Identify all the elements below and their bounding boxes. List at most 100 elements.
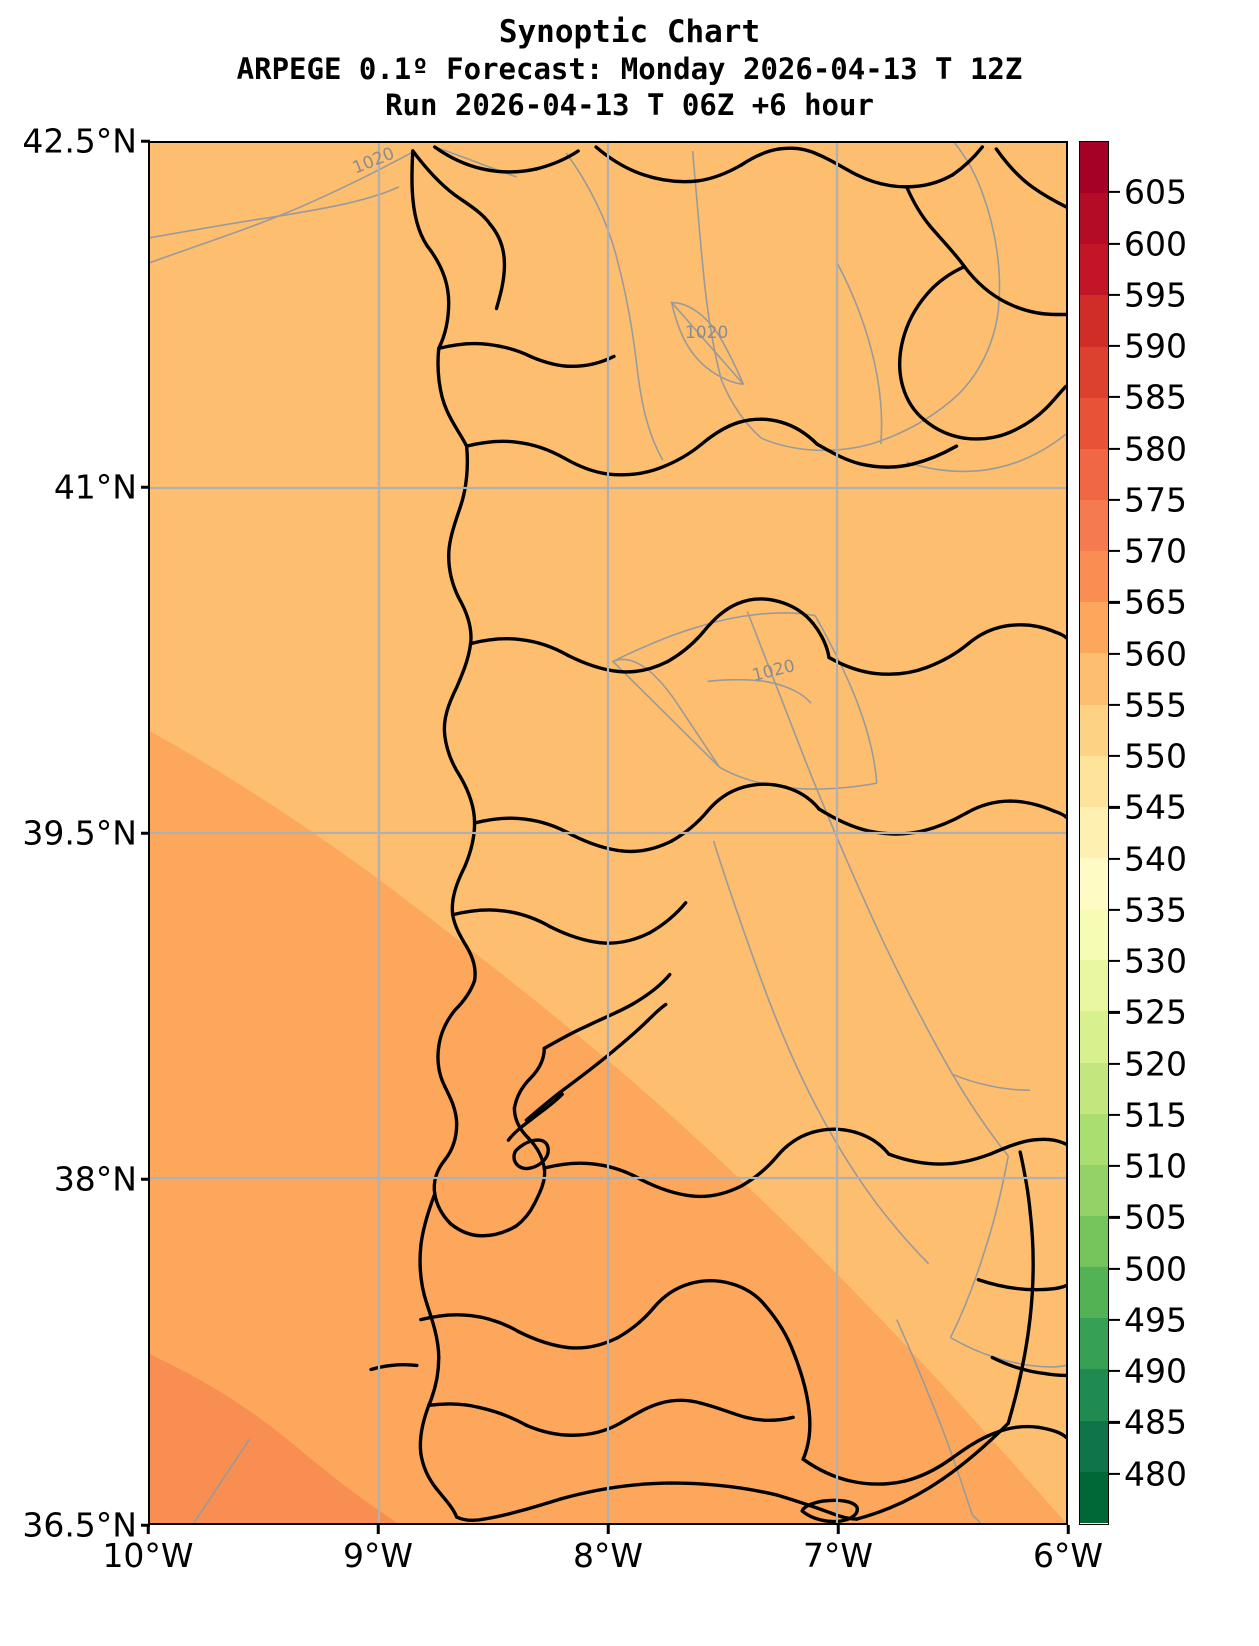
colorbar-tick-mark xyxy=(1109,344,1120,348)
y-axis-label-36-5N: 36.5°N xyxy=(22,1505,137,1545)
colorbar-band xyxy=(1080,755,1108,808)
colorbar-tick-mark xyxy=(1109,191,1120,194)
colorbar-band xyxy=(1080,1318,1108,1371)
colorbar-band xyxy=(1080,857,1108,910)
colorbar-tick-label: 600 xyxy=(1124,224,1187,264)
colorbar-band xyxy=(1080,1369,1108,1422)
colorbar-band xyxy=(1080,244,1108,297)
colorbar-tick-mark xyxy=(1109,908,1120,911)
colorbar-tick-mark xyxy=(1109,1113,1120,1117)
y-axis-label-38N: 38°N xyxy=(53,1159,137,1199)
colorbar-tick-mark xyxy=(1109,1267,1120,1270)
colorbar-band xyxy=(1080,193,1108,245)
colorbar-tick-mark xyxy=(1109,1165,1120,1168)
colorbar-band xyxy=(1080,499,1108,552)
x-axis-label-9W: 9°W xyxy=(342,1536,414,1575)
y-axis-label-41N: 41°N xyxy=(53,467,137,507)
y-tick-mark xyxy=(141,485,150,489)
colorbar-tick-label: 585 xyxy=(1124,377,1187,417)
map-svg xyxy=(150,143,1066,1523)
colorbar-band xyxy=(1080,1113,1108,1166)
colorbar-tick-label: 605 xyxy=(1124,172,1187,212)
colorbar-tick-label: 490 xyxy=(1124,1351,1187,1391)
colorbar-tick-label: 500 xyxy=(1124,1249,1187,1289)
colorbar-band xyxy=(1080,1267,1108,1319)
colorbar-band xyxy=(1080,551,1108,603)
colorbar-band xyxy=(1080,1164,1108,1217)
colorbar-tick-label: 480 xyxy=(1124,1454,1187,1494)
map-canvas: 1020 1020 1020 xyxy=(150,143,1066,1523)
colorbar-band xyxy=(1080,602,1108,655)
colorbar-tick-mark xyxy=(1109,396,1120,399)
colorbar-band xyxy=(1080,1011,1108,1064)
colorbar-tick-mark xyxy=(1109,447,1120,450)
colorbar-band xyxy=(1080,1420,1108,1473)
colorbar-tick-mark xyxy=(1109,857,1120,860)
colorbar-band xyxy=(1080,960,1108,1013)
colorbar-tick-label: 505 xyxy=(1124,1197,1187,1237)
y-tick-mark xyxy=(141,1177,150,1181)
colorbar-band xyxy=(1080,1062,1108,1115)
colorbar-band xyxy=(1080,806,1108,859)
colorbar-tick-label: 485 xyxy=(1124,1402,1187,1442)
x-axis-label-6W: 6°W xyxy=(1032,1536,1104,1575)
colorbar-tick-mark xyxy=(1109,652,1120,655)
colorbar-tick-label: 515 xyxy=(1124,1095,1187,1135)
colorbar-tick-label: 555 xyxy=(1124,685,1187,725)
map-gridlines xyxy=(150,143,1066,1523)
colorbar-tick-mark xyxy=(1109,806,1120,809)
isobar-contours xyxy=(150,143,1066,1523)
x-tick-mark xyxy=(1066,1525,1070,1534)
y-tick-mark xyxy=(141,139,150,143)
colorbar-band xyxy=(1080,295,1108,348)
y-axis-label-42-5N: 42.5°N xyxy=(22,121,137,161)
colorbar-tick-label: 590 xyxy=(1124,326,1187,366)
colorbar-tick-mark xyxy=(1109,1421,1120,1424)
colorbar-tick-label: 540 xyxy=(1124,839,1187,879)
colorbar-tick-mark xyxy=(1109,549,1120,553)
colorbar-tick-label: 570 xyxy=(1124,531,1187,571)
colorbar-tick-mark xyxy=(1109,1318,1120,1322)
colorbar xyxy=(1079,141,1109,1525)
map-plot-area: 1020 1020 1020 xyxy=(148,141,1068,1525)
colorbar-tick-mark xyxy=(1109,1011,1120,1014)
colorbar-tick-mark xyxy=(1109,601,1120,604)
colorbar-tick-mark xyxy=(1109,242,1120,245)
page-title: Synoptic Chart xyxy=(498,14,761,50)
x-tick-mark xyxy=(376,1525,380,1534)
run-subtitle: Run 2026-04-13 T 06Z +6 hour xyxy=(385,88,874,122)
colorbar-tick-mark xyxy=(1109,755,1120,758)
colorbar-tick-label: 580 xyxy=(1124,429,1187,469)
x-tick-mark xyxy=(606,1525,610,1534)
colorbar-tick-label: 560 xyxy=(1124,634,1187,674)
colorbar-tick-label: 535 xyxy=(1124,890,1187,930)
colorbar-tick-mark xyxy=(1109,960,1120,963)
colorbar-tick-label: 565 xyxy=(1124,582,1187,622)
colorbar-band xyxy=(1080,142,1108,194)
colorbar-tick-label: 595 xyxy=(1124,275,1187,315)
colorbar-tick-mark xyxy=(1109,1370,1120,1373)
colorbar-tick-mark xyxy=(1109,498,1120,501)
y-axis-label-39-5N: 39.5°N xyxy=(22,813,137,853)
x-axis-label-10W: 10°W xyxy=(102,1536,194,1575)
forecast-subtitle: ARPEGE 0.1º Forecast: Monday 2026-04-13 … xyxy=(236,52,1023,86)
colorbar-tick-label: 510 xyxy=(1124,1146,1187,1186)
colorbar-tick-mark xyxy=(1109,703,1120,706)
colorbar-band xyxy=(1080,909,1108,961)
colorbar-tick-label: 545 xyxy=(1124,787,1187,827)
colorbar-tick-mark xyxy=(1109,293,1120,296)
x-axis-label-8W: 8°W xyxy=(572,1536,644,1575)
colorbar-tick-mark xyxy=(1109,1472,1120,1475)
y-tick-mark xyxy=(141,831,150,835)
x-tick-mark xyxy=(836,1525,840,1534)
colorbar-tick-mark xyxy=(1109,1216,1120,1219)
colorbar-band xyxy=(1080,653,1108,706)
colorbar-band xyxy=(1080,346,1108,399)
colorbar-tick-mark xyxy=(1109,1062,1120,1065)
colorbar-tick-label: 575 xyxy=(1124,480,1187,520)
colorbar-band xyxy=(1080,1215,1108,1268)
administrative-boundaries xyxy=(369,145,1066,1523)
colorbar-tick-label: 530 xyxy=(1124,941,1187,981)
colorbar-band xyxy=(1080,704,1108,757)
colorbar-tick-label: 525 xyxy=(1124,992,1187,1032)
